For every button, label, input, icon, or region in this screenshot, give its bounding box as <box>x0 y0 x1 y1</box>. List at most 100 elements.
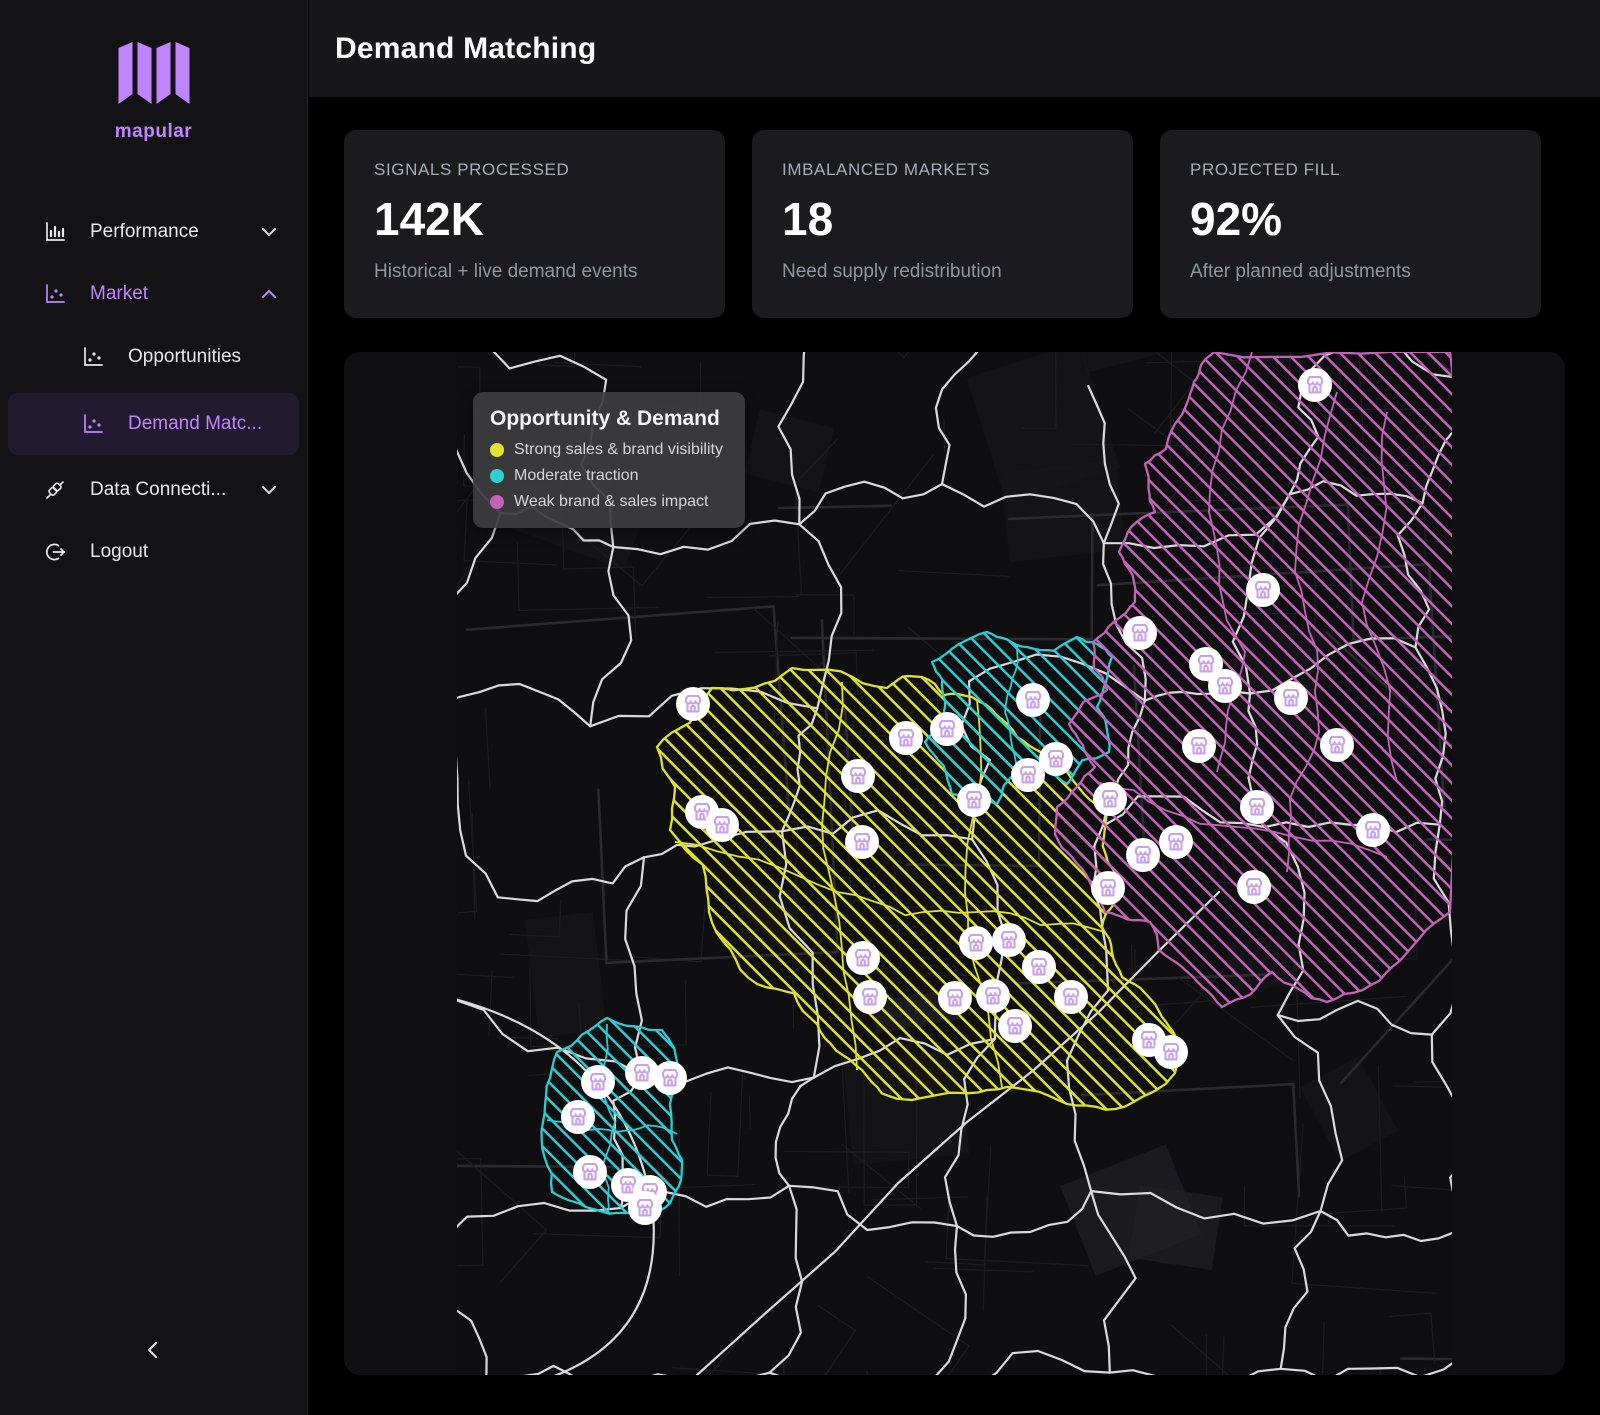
mapular-logo-icon <box>118 42 189 104</box>
store-marker[interactable] <box>1208 669 1242 703</box>
store-marker[interactable] <box>976 979 1010 1013</box>
stat-cards: SIGNALS PROCESSED 142K Historical + live… <box>344 130 1565 318</box>
sidebar-item-label: Logout <box>90 541 149 562</box>
store-marker[interactable] <box>628 1191 662 1225</box>
store-marker[interactable] <box>653 1061 687 1095</box>
scatter-chart-icon <box>44 282 70 306</box>
sidebar: mapular Performance <box>0 0 308 1415</box>
stat-value: 92% <box>1190 193 1283 245</box>
store-marker[interactable] <box>1246 573 1280 607</box>
map-canvas[interactable] <box>457 352 1452 1375</box>
sidebar-item-label: Market <box>90 283 149 304</box>
sidebar-item-market[interactable]: Market <box>0 263 307 325</box>
store-marker[interactable] <box>846 941 880 975</box>
store-marker[interactable] <box>1093 782 1127 816</box>
stat-label: PROJECTED FILL <box>1190 160 1341 179</box>
store-marker[interactable] <box>992 923 1026 957</box>
store-marker[interactable] <box>1182 729 1216 763</box>
legend-item: Moderate traction <box>490 467 723 485</box>
sidebar-item-data-connections[interactable]: Data Connecti... <box>0 459 307 521</box>
store-marker[interactable] <box>581 1065 615 1099</box>
sidebar-item-logout[interactable]: Logout <box>0 521 307 583</box>
store-marker[interactable] <box>889 721 923 755</box>
stat-value: 142K <box>374 193 484 245</box>
legend-item: Strong sales & brand visibility <box>490 441 723 459</box>
store-marker[interactable] <box>930 712 964 746</box>
store-marker[interactable] <box>1240 790 1274 824</box>
map[interactable]: Opportunity & Demand Strong sales & bran… <box>457 352 1452 1375</box>
store-marker[interactable] <box>1154 1035 1188 1069</box>
legend-label: Weak brand & sales impact <box>514 493 709 510</box>
chevron-down-icon <box>261 485 277 495</box>
stat-card-imbalanced-markets: IMBALANCED MARKETS 18 Need supply redist… <box>752 130 1133 318</box>
stat-description: Historical + live demand events <box>374 261 638 282</box>
sidebar-item-demand-matching[interactable]: Demand Matc... <box>8 393 299 455</box>
sidebar-item-opportunities[interactable]: Opportunities <box>0 325 307 389</box>
store-marker[interactable] <box>998 1009 1032 1043</box>
sidebar-collapse-button[interactable] <box>136 1333 170 1367</box>
stat-label: SIGNALS PROCESSED <box>374 160 570 179</box>
store-marker[interactable] <box>1054 980 1088 1014</box>
legend-label: Strong sales & brand visibility <box>514 441 723 458</box>
store-marker[interactable] <box>1123 616 1157 650</box>
chevron-down-icon <box>261 227 277 237</box>
sidebar-item-label: Performance <box>90 221 199 242</box>
stat-card-projected-fill: PROJECTED FILL 92% After planned adjustm… <box>1160 130 1541 318</box>
legend-dot-moderate <box>490 469 504 483</box>
chevron-up-icon <box>261 289 277 299</box>
store-marker[interactable] <box>1159 825 1193 859</box>
main-area: Demand Matching SIGNALS PROCESSED 142K H… <box>309 0 1600 1415</box>
store-marker[interactable] <box>938 981 972 1015</box>
store-marker[interactable] <box>1091 871 1125 905</box>
stat-value: 18 <box>782 193 834 245</box>
store-marker[interactable] <box>625 1056 659 1090</box>
store-marker[interactable] <box>853 980 887 1014</box>
store-marker[interactable] <box>1320 728 1354 762</box>
store-marker[interactable] <box>1126 838 1160 872</box>
store-marker[interactable] <box>845 825 879 859</box>
store-marker[interactable] <box>959 926 993 960</box>
store-marker[interactable] <box>1011 758 1045 792</box>
chevron-left-icon <box>148 1342 157 1358</box>
store-markers <box>561 368 1390 1225</box>
brand: mapular <box>0 42 307 143</box>
bar-chart-icon <box>44 220 70 244</box>
brand-name: mapular <box>114 121 193 142</box>
stat-label: IMBALANCED MARKETS <box>782 160 991 179</box>
legend-dot-weak <box>490 495 504 509</box>
store-marker[interactable] <box>1237 870 1271 904</box>
market-submenu: Opportunities Demand Matc... <box>0 325 307 455</box>
store-marker[interactable] <box>1356 813 1390 847</box>
store-marker[interactable] <box>1016 683 1050 717</box>
store-marker[interactable] <box>676 687 710 721</box>
zone-strong-sales <box>655 666 1181 1111</box>
scatter-chart-icon <box>82 412 108 436</box>
store-marker[interactable] <box>561 1100 595 1134</box>
plug-icon <box>44 478 70 502</box>
store-marker[interactable] <box>1189 647 1223 681</box>
store-marker[interactable] <box>1274 681 1308 715</box>
store-marker[interactable] <box>1298 368 1332 402</box>
store-marker[interactable] <box>1022 950 1056 984</box>
logout-icon <box>44 540 70 564</box>
page-title: Demand Matching <box>335 31 597 65</box>
scatter-chart-icon <box>82 345 108 369</box>
store-marker[interactable] <box>957 783 991 817</box>
map-legend: Opportunity & Demand Strong sales & bran… <box>473 392 745 528</box>
legend-title: Opportunity & Demand <box>490 407 720 430</box>
content: SIGNALS PROCESSED 142K Historical + live… <box>309 97 1600 1375</box>
store-marker[interactable] <box>573 1155 607 1189</box>
stat-description: After planned adjustments <box>1190 261 1411 282</box>
legend-dot-strong <box>490 443 504 457</box>
legend-item: Weak brand & sales impact <box>490 493 723 511</box>
map-card: Opportunity & Demand Strong sales & bran… <box>344 352 1565 1375</box>
store-marker[interactable] <box>841 759 875 793</box>
sidebar-item-label: Opportunities <box>128 346 242 367</box>
sidebar-item-label: Demand Matc... <box>128 413 263 434</box>
page-header: Demand Matching <box>309 0 1600 97</box>
store-marker[interactable] <box>1039 742 1073 776</box>
sidebar-item-performance[interactable]: Performance <box>0 201 307 263</box>
store-marker[interactable] <box>705 808 739 842</box>
legend-label: Moderate traction <box>514 467 639 484</box>
sidebar-nav: Performance Market <box>0 201 307 583</box>
